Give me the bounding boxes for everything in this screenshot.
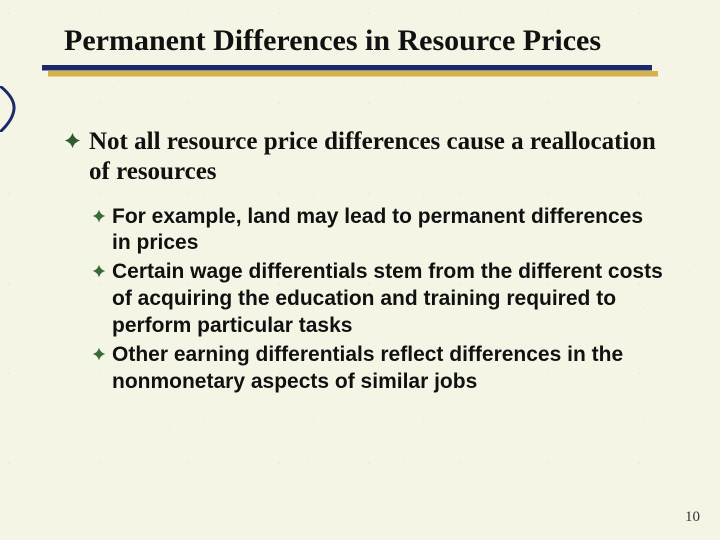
bullet-level2-text: Certain wage differentials stem from the…	[112, 259, 664, 340]
page-number: 10	[685, 509, 700, 526]
diamond-bullet-icon	[92, 347, 106, 366]
diamond-bullet-icon	[92, 264, 106, 283]
sublist: For example, land may lead to permanent …	[64, 204, 664, 396]
slide: Permanent Differences in Resource Prices…	[0, 0, 720, 540]
bullet-level2: For example, land may lead to permanent …	[92, 204, 664, 258]
title-underline	[0, 65, 720, 79]
bullet-level2: Certain wage differentials stem from the…	[92, 259, 664, 340]
bullet-level1: Not all resource price differences cause…	[64, 127, 664, 188]
bullet-level2-text: Other earning differentials reflect diff…	[112, 342, 664, 396]
bullet-level2-text: For example, land may lead to permanent …	[112, 204, 664, 258]
slide-title: Permanent Differences in Resource Prices	[0, 24, 720, 59]
bullet-level2: Other earning differentials reflect diff…	[92, 342, 664, 396]
bullet-level1-text: Not all resource price differences cause…	[89, 127, 664, 188]
slide-content: Not all resource price differences cause…	[0, 79, 720, 396]
edge-accent	[0, 86, 18, 132]
diamond-bullet-icon	[64, 132, 81, 154]
diamond-bullet-icon	[92, 209, 106, 228]
